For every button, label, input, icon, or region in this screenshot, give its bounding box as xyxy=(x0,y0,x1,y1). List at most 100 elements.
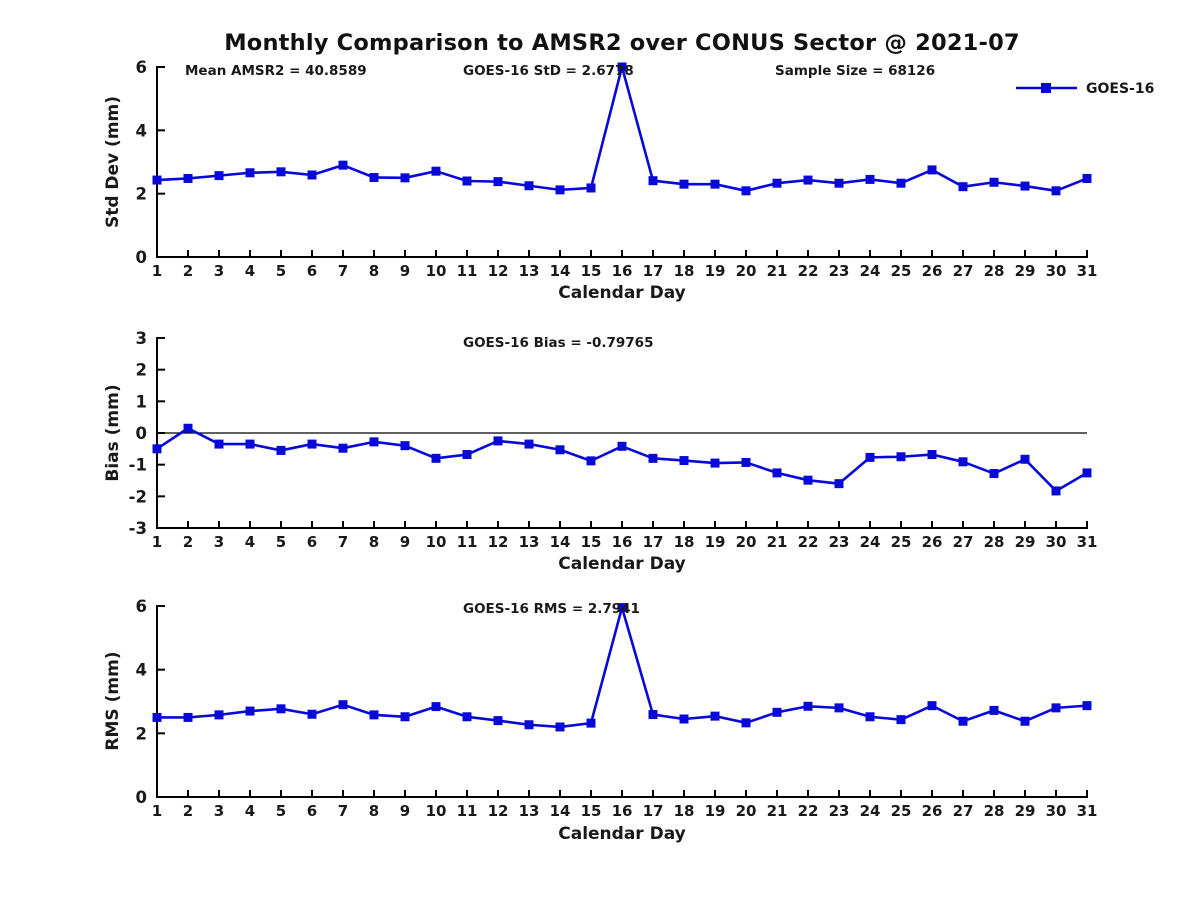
data-point-marker xyxy=(338,160,348,170)
data-point-marker xyxy=(245,439,255,449)
data-point-marker xyxy=(741,186,751,196)
x-tick-label: 2 xyxy=(183,262,193,280)
x-tick-label: 10 xyxy=(426,262,447,280)
data-point-marker xyxy=(400,173,410,183)
data-point-marker xyxy=(958,457,968,467)
x-axis-label-rms: Calendar Day xyxy=(558,824,686,844)
series-line-goes-16 xyxy=(156,426,1088,493)
annotation-goes16-rms: GOES-16 RMS = 2.7941 xyxy=(463,601,640,617)
data-point-marker xyxy=(431,702,441,712)
x-tick-label: 15 xyxy=(581,533,602,551)
x-tick-label: 8 xyxy=(369,533,379,551)
annotation-goes16-bias: GOES-16 Bias = -0.79765 xyxy=(463,335,653,351)
x-tick-label: 7 xyxy=(338,262,348,280)
x-tick-label: 23 xyxy=(829,802,850,820)
x-tick-label: 6 xyxy=(307,533,317,551)
x-tick-label: 25 xyxy=(891,262,912,280)
data-point-marker xyxy=(307,709,317,719)
y-tick-label: 2 xyxy=(136,185,147,204)
x-tick-label: 20 xyxy=(736,533,757,551)
data-point-marker xyxy=(679,456,689,466)
data-point-marker xyxy=(462,450,472,460)
series-line-goes-16 xyxy=(157,606,1088,729)
data-point-marker xyxy=(307,170,317,180)
x-tick-label: 12 xyxy=(488,533,509,551)
data-point-marker xyxy=(524,720,534,730)
data-point-marker xyxy=(679,714,689,724)
x-tick-label: 27 xyxy=(953,262,974,280)
x-tick-label: 22 xyxy=(798,533,819,551)
x-tick-label: 10 xyxy=(426,533,447,551)
x-tick-label: 15 xyxy=(581,802,602,820)
y-axis-label-stddev: Std Dev (mm) xyxy=(103,96,123,228)
data-point-marker xyxy=(1020,454,1030,464)
data-point-marker xyxy=(989,177,999,187)
x-tick-label: 1 xyxy=(152,262,162,280)
data-point-marker xyxy=(276,167,286,177)
data-point-marker xyxy=(617,62,627,72)
x-tick-label: 19 xyxy=(705,802,726,820)
x-tick-label: 12 xyxy=(488,262,509,280)
x-tick-label: 5 xyxy=(276,262,286,280)
data-point-marker xyxy=(555,445,565,455)
x-tick-label: 4 xyxy=(245,262,255,280)
x-tick-label: 30 xyxy=(1046,262,1067,280)
x-tick-label: 30 xyxy=(1046,533,1067,551)
x-tick-label: 12 xyxy=(488,802,509,820)
x-tick-label: 21 xyxy=(767,262,788,280)
data-point-marker xyxy=(648,176,658,186)
x-tick-label: 13 xyxy=(519,533,540,551)
x-tick-label: 7 xyxy=(338,533,348,551)
x-tick-label: 4 xyxy=(245,802,255,820)
x-tick-label: 15 xyxy=(581,262,602,280)
annotation-mean-amsr2: Mean AMSR2 = 40.8589 xyxy=(185,63,367,79)
x-tick-label: 22 xyxy=(798,802,819,820)
data-point-marker xyxy=(617,441,627,451)
data-point-marker xyxy=(989,469,999,479)
data-point-marker xyxy=(245,706,255,716)
y-tick-label: 2 xyxy=(136,361,147,380)
data-point-marker xyxy=(245,168,255,178)
x-tick-label: 23 xyxy=(829,533,850,551)
data-point-marker xyxy=(338,700,348,710)
data-point-marker xyxy=(462,712,472,722)
data-point-marker xyxy=(1051,486,1061,496)
x-tick-label: 13 xyxy=(519,802,540,820)
data-point-marker xyxy=(276,445,286,455)
data-point-marker xyxy=(555,722,565,732)
data-point-marker xyxy=(865,174,875,184)
x-tick-label: 19 xyxy=(705,533,726,551)
data-point-marker xyxy=(803,475,813,485)
x-tick-label: 13 xyxy=(519,262,540,280)
x-tick-label: 16 xyxy=(612,533,633,551)
data-point-marker xyxy=(896,452,906,462)
x-tick-label: 9 xyxy=(400,262,410,280)
series-line-goes-16 xyxy=(156,65,1088,193)
data-point-marker xyxy=(834,479,844,489)
x-tick-label: 29 xyxy=(1015,262,1036,280)
x-tick-label: 26 xyxy=(922,262,943,280)
x-tick-label: 22 xyxy=(798,262,819,280)
data-point-marker xyxy=(493,436,503,446)
data-point-marker xyxy=(958,182,968,192)
data-point-marker xyxy=(586,183,596,193)
x-tick-label: 20 xyxy=(736,802,757,820)
x-tick-label: 26 xyxy=(922,533,943,551)
annotation-sample-size: Sample Size = 68126 xyxy=(775,63,935,79)
data-point-marker xyxy=(586,718,596,728)
data-point-marker xyxy=(834,178,844,188)
x-tick-label: 6 xyxy=(307,262,317,280)
data-point-marker xyxy=(1051,186,1061,196)
x-tick-label: 4 xyxy=(245,533,255,551)
x-tick-label: 29 xyxy=(1015,802,1036,820)
x-tick-label: 14 xyxy=(550,533,571,551)
x-tick-label: 9 xyxy=(400,533,410,551)
x-tick-label: 27 xyxy=(953,533,974,551)
data-point-marker xyxy=(400,441,410,451)
data-point-marker xyxy=(989,705,999,715)
y-tick-label: 3 xyxy=(136,329,147,348)
x-tick-label: 6 xyxy=(307,802,317,820)
x-tick-label: 18 xyxy=(674,533,695,551)
